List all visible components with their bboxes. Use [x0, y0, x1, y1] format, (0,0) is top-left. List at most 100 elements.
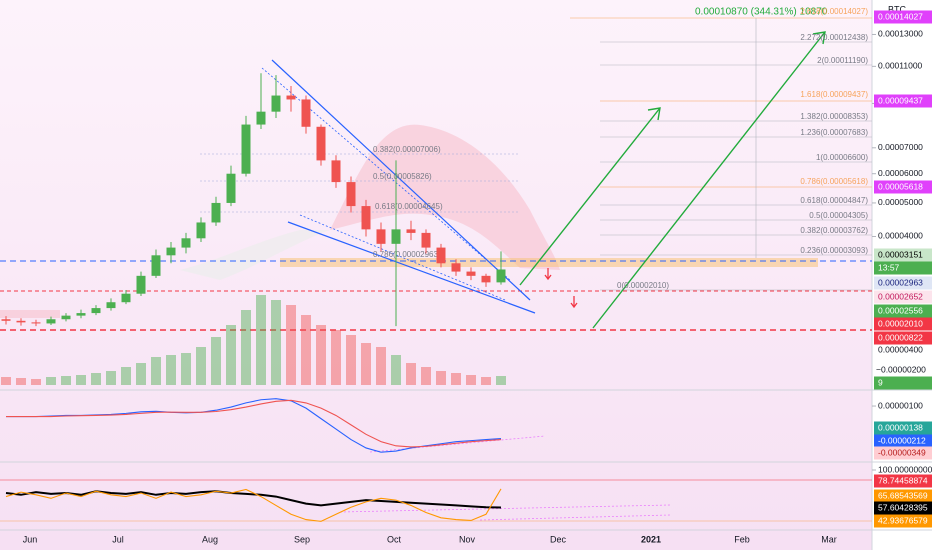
volume-bar [316, 325, 326, 385]
volume-bar [166, 355, 176, 385]
volume-bar [376, 347, 386, 385]
target-arrow [519, 31, 826, 329]
volume-bar [211, 337, 221, 385]
price-tag [874, 248, 932, 262]
volume-bar [466, 375, 476, 385]
volume-bar [136, 363, 146, 385]
volume-bar [151, 357, 161, 385]
price-tag [874, 10, 932, 24]
divergence-line [339, 435, 671, 521]
y-tick-label: 0.00006000 [878, 168, 923, 178]
candle-body [496, 269, 506, 283]
fib-label: 1(0.00006600) [816, 153, 868, 162]
price-tag-label: 9 [878, 377, 883, 387]
volume-bar [1, 377, 11, 385]
price-tag [874, 514, 932, 528]
candle-body [391, 229, 401, 244]
retrace-label: 0.786(0.00002963) [373, 250, 441, 259]
price-tag [874, 331, 932, 345]
volume-bar [91, 373, 101, 385]
price-tag-label: 42.93676579 [878, 515, 928, 525]
y-tick-label: 0.00004000 [878, 231, 923, 241]
y-tick-label: 0.00000100 [878, 400, 923, 410]
month-label: Sep [294, 534, 310, 544]
volume-bar [301, 315, 311, 385]
symbol: BTC [888, 4, 907, 14]
volume-bar [346, 335, 356, 385]
fib-lines [570, 17, 872, 291]
price-tag [874, 261, 932, 275]
candle-body [136, 275, 146, 294]
fib-label: 1.236(0.00007683) [800, 128, 868, 137]
candle-body [286, 95, 296, 100]
fib-label: 1.382(0.00008353) [800, 112, 868, 121]
candle-body [211, 202, 221, 223]
volume-bar [121, 367, 131, 385]
price-tag-label: 0.00002556 [878, 305, 923, 315]
price-tag-label: 0.00003151 [878, 249, 923, 259]
volume-bar [31, 379, 41, 385]
down-arrow [544, 268, 578, 309]
y-tick-label: 0.00005000 [878, 197, 923, 207]
candle-body [121, 293, 131, 303]
indicator-line [5, 488, 502, 522]
volume-bar [451, 373, 461, 385]
price-tag-label: 0.00009437 [878, 95, 923, 105]
wedge-line [271, 59, 531, 301]
price-tag [874, 446, 932, 460]
month-label: Feb [734, 534, 750, 544]
candle-body [346, 182, 356, 207]
fib-label: 0.236(0.00003093) [800, 246, 868, 255]
volume-bar [46, 377, 56, 385]
candle-body [61, 315, 71, 320]
candle-body [181, 238, 191, 248]
price-tag-label: 57.60428395 [878, 502, 928, 512]
volume-bar [391, 355, 401, 385]
fib-label: 2.618(0.00014027) [800, 7, 868, 16]
candle-body [1, 319, 11, 321]
volume-bar [271, 300, 281, 385]
price-tag-label: -0.00000212 [878, 435, 926, 445]
candle-body [226, 173, 236, 203]
month-label: Mar [821, 534, 837, 544]
fib-label: 0.5(0.00004305) [809, 211, 868, 220]
candle-body [451, 263, 461, 272]
candle-body [46, 319, 56, 324]
wedge-line [287, 221, 536, 314]
month-label: Jun [23, 534, 38, 544]
price-tag [874, 489, 932, 503]
indicator-line [6, 399, 502, 448]
volume-bar [256, 295, 266, 385]
month-label: 2021 [641, 534, 661, 544]
volume-bar [181, 353, 191, 385]
candle-body [316, 126, 326, 161]
price-tag-label: -0.00000349 [878, 447, 926, 457]
candle-body [481, 275, 491, 283]
candle-body [271, 95, 281, 112]
price-tag [874, 276, 932, 290]
candle-body [16, 320, 26, 323]
volume-bar [331, 330, 341, 385]
price-tag [874, 376, 932, 390]
axis-label: 0.00000400 [878, 344, 923, 354]
month-label: Nov [459, 534, 476, 544]
candle-body [166, 247, 176, 256]
candle-body [406, 229, 416, 233]
candle-body [376, 229, 386, 244]
price-tag [874, 474, 932, 488]
candle-body [301, 99, 311, 127]
candle-body [256, 111, 266, 125]
price-tag-label: 0.00000822 [878, 332, 923, 342]
candle-body [106, 302, 116, 309]
candle-body [31, 322, 41, 324]
cloud-shadow [180, 230, 330, 280]
fib-label: 1.618(0.00009437) [800, 90, 868, 99]
candle-body [421, 232, 431, 248]
price-tag [874, 304, 932, 318]
candle-body [151, 255, 161, 276]
price-tag-label: 0.00002963 [878, 277, 923, 287]
y-tick-label: 0.00013000 [878, 29, 923, 39]
price-tag [874, 290, 932, 304]
volume-bar [76, 375, 86, 385]
